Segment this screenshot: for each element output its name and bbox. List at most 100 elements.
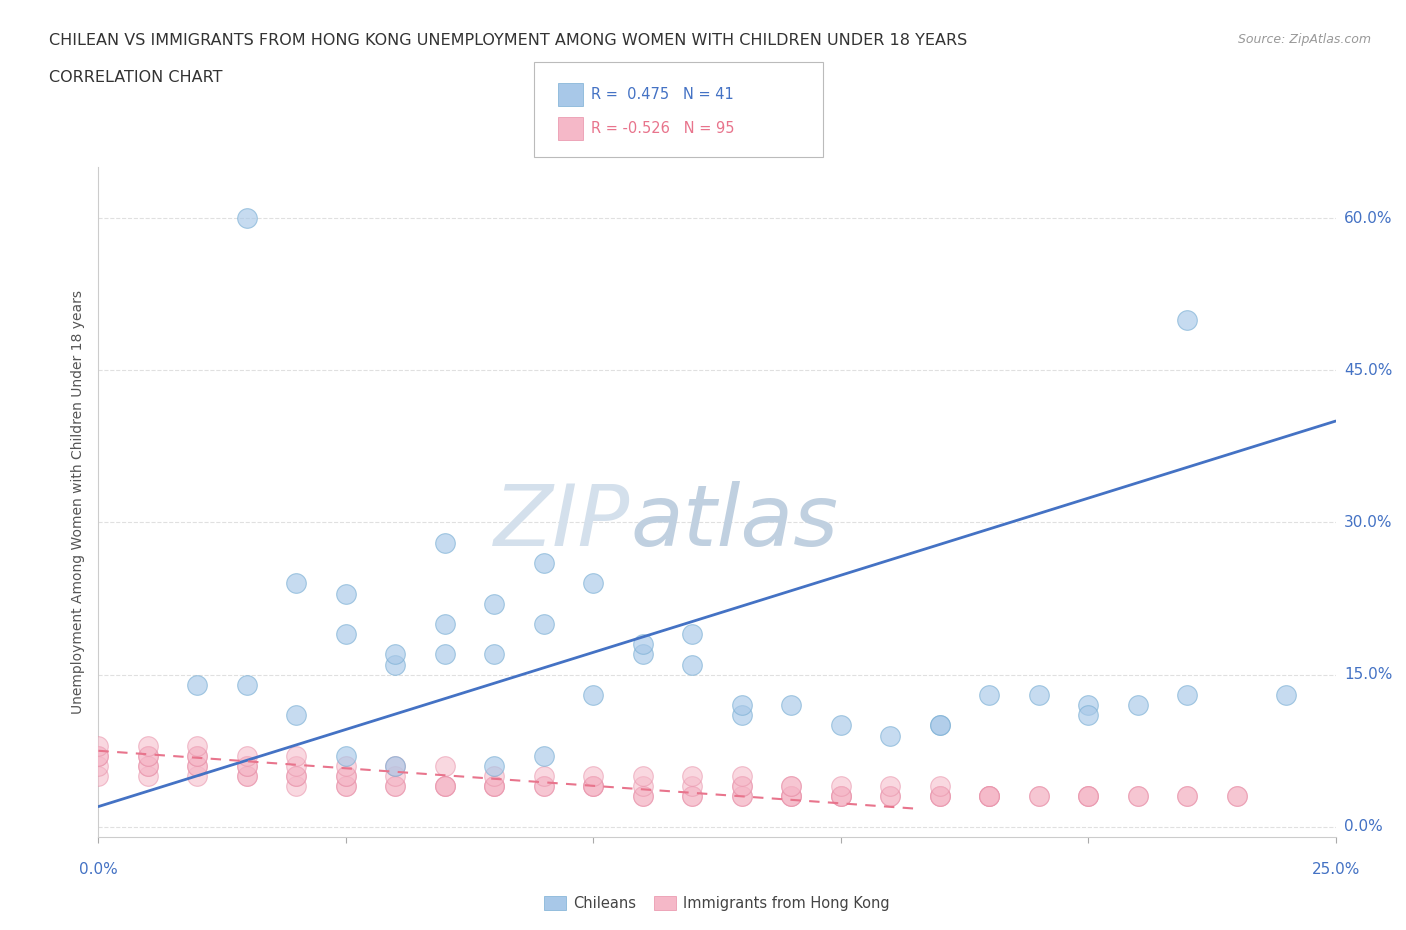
Point xyxy=(631,769,654,784)
Text: Source: ZipAtlas.com: Source: ZipAtlas.com xyxy=(1237,33,1371,46)
Point xyxy=(1028,789,1050,804)
Point xyxy=(236,769,259,784)
Point xyxy=(433,536,456,551)
Point xyxy=(186,749,208,764)
Point xyxy=(979,789,1001,804)
Point xyxy=(533,617,555,631)
Point xyxy=(1126,789,1149,804)
Point xyxy=(731,769,754,784)
Point xyxy=(384,778,406,793)
Point xyxy=(285,769,308,784)
Point xyxy=(681,627,703,642)
Point xyxy=(136,759,159,774)
Point xyxy=(433,778,456,793)
Point xyxy=(1126,789,1149,804)
Point xyxy=(780,789,803,804)
Point xyxy=(236,211,259,226)
Point xyxy=(1077,708,1099,723)
Point xyxy=(1226,789,1249,804)
Point xyxy=(631,789,654,804)
Y-axis label: Unemployment Among Women with Children Under 18 years: Unemployment Among Women with Children U… xyxy=(72,290,86,714)
Point xyxy=(780,778,803,793)
Point xyxy=(335,778,357,793)
Point xyxy=(631,789,654,804)
Text: CHILEAN VS IMMIGRANTS FROM HONG KONG UNEMPLOYMENT AMONG WOMEN WITH CHILDREN UNDE: CHILEAN VS IMMIGRANTS FROM HONG KONG UNE… xyxy=(49,33,967,47)
Point xyxy=(830,789,852,804)
Point xyxy=(87,749,110,764)
Point xyxy=(285,576,308,591)
Point xyxy=(731,778,754,793)
Point xyxy=(830,789,852,804)
Text: 15.0%: 15.0% xyxy=(1344,667,1392,683)
Point xyxy=(731,708,754,723)
Point xyxy=(1077,789,1099,804)
Legend: Chileans, Immigrants from Hong Kong: Chileans, Immigrants from Hong Kong xyxy=(538,890,896,917)
Text: 25.0%: 25.0% xyxy=(1312,862,1360,877)
Point xyxy=(384,658,406,672)
Point xyxy=(87,738,110,753)
Point xyxy=(384,759,406,774)
Point xyxy=(979,789,1001,804)
Point xyxy=(335,627,357,642)
Point xyxy=(582,687,605,702)
Text: CORRELATION CHART: CORRELATION CHART xyxy=(49,70,222,85)
Point xyxy=(1175,312,1198,327)
Point xyxy=(335,778,357,793)
Point xyxy=(484,647,506,662)
Point xyxy=(335,586,357,601)
Point xyxy=(236,759,259,774)
Point xyxy=(1175,687,1198,702)
Point xyxy=(186,738,208,753)
Point xyxy=(533,555,555,570)
Point xyxy=(582,769,605,784)
Text: atlas: atlas xyxy=(630,481,838,564)
Point xyxy=(631,647,654,662)
Point xyxy=(433,759,456,774)
Point xyxy=(87,749,110,764)
Point xyxy=(879,728,901,743)
Point xyxy=(830,718,852,733)
Point xyxy=(433,647,456,662)
Point xyxy=(1077,698,1099,712)
Text: 45.0%: 45.0% xyxy=(1344,363,1392,378)
Point xyxy=(136,749,159,764)
Point xyxy=(484,759,506,774)
Point xyxy=(631,637,654,652)
Point xyxy=(236,759,259,774)
Point xyxy=(236,677,259,692)
Point xyxy=(384,759,406,774)
Point xyxy=(681,769,703,784)
Point xyxy=(928,718,950,733)
Point xyxy=(681,789,703,804)
Point xyxy=(582,778,605,793)
Point xyxy=(830,789,852,804)
Point xyxy=(731,698,754,712)
Point xyxy=(830,778,852,793)
Point xyxy=(433,778,456,793)
Point xyxy=(731,789,754,804)
Point xyxy=(484,778,506,793)
Point xyxy=(186,677,208,692)
Point xyxy=(384,778,406,793)
Text: 0.0%: 0.0% xyxy=(1344,819,1382,834)
Point xyxy=(1028,789,1050,804)
Text: R =  0.475   N = 41: R = 0.475 N = 41 xyxy=(591,86,734,102)
Point xyxy=(384,647,406,662)
Point xyxy=(879,789,901,804)
Point xyxy=(533,778,555,793)
Point xyxy=(285,708,308,723)
Point xyxy=(533,778,555,793)
Point xyxy=(136,769,159,784)
Point xyxy=(335,769,357,784)
Point xyxy=(484,778,506,793)
Point xyxy=(979,789,1001,804)
Point xyxy=(533,749,555,764)
Point xyxy=(928,789,950,804)
Point xyxy=(979,789,1001,804)
Point xyxy=(879,778,901,793)
Point xyxy=(236,749,259,764)
Point xyxy=(1028,687,1050,702)
Point xyxy=(979,687,1001,702)
Point xyxy=(136,738,159,753)
Point xyxy=(780,789,803,804)
